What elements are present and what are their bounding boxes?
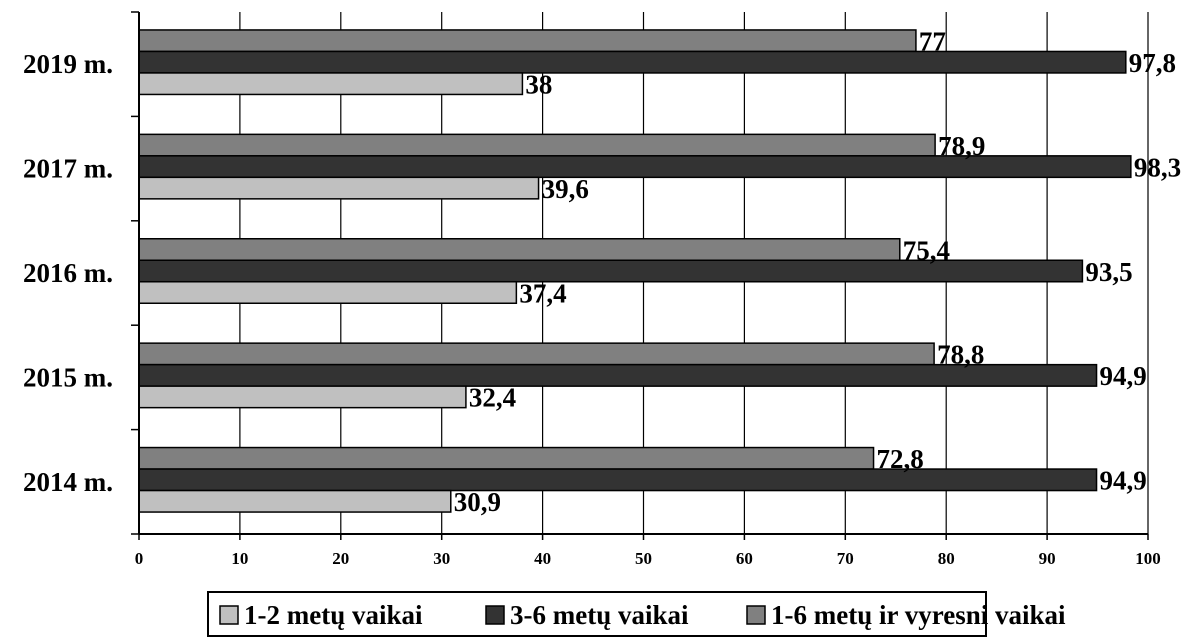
category-label: 2019 m. [23, 49, 113, 79]
x-tick-label: 30 [433, 549, 450, 568]
x-tick-label: 10 [231, 549, 248, 568]
data-label: 39,6 [542, 174, 589, 204]
x-tick-label: 20 [332, 549, 349, 568]
data-label: 37,4 [519, 278, 566, 308]
y-category-labels: 2014 m. 2015 m. 2016 m. 2017 m. 2019 m. [23, 49, 113, 497]
x-tick-labels: 0 10 20 30 40 50 60 70 80 90 100 [135, 549, 1161, 568]
x-tick-label: 80 [938, 549, 955, 568]
category-label: 2015 m. [23, 362, 113, 392]
x-tick-label: 40 [534, 549, 551, 568]
data-label: 30,9 [454, 487, 501, 517]
legend-label: 1-6 metų ir vyresni vaikai [771, 600, 1066, 630]
data-label: 94,9 [1100, 466, 1147, 496]
legend-box [207, 591, 987, 637]
data-label: 78,9 [938, 131, 985, 161]
x-tick-label: 70 [837, 549, 854, 568]
legend-swatch [219, 605, 239, 625]
bars [138, 29, 1132, 513]
data-label: 72,8 [877, 444, 924, 474]
data-label: 38 [525, 69, 552, 99]
bar [138, 133, 936, 157]
data-labels: 72,8 94,9 30,9 78,8 94,9 32,4 75,4 93,5 37,4 78,9… [454, 26, 1181, 517]
bar [138, 468, 1098, 492]
legend: 1-2 metų vaikai 3-6 metų vaikai 1-6 metų i… [207, 591, 1066, 637]
bar [138, 176, 540, 200]
x-tick-label: 0 [135, 549, 144, 568]
data-label: 75,4 [903, 235, 950, 265]
data-label: 94,9 [1100, 361, 1147, 391]
legend-label: 1-2 metų vaikai [244, 600, 423, 630]
bar [138, 385, 467, 409]
bar [138, 29, 917, 53]
bar [138, 50, 1127, 74]
legend-label: 3-6 metų vaikai [510, 600, 689, 630]
x-tick-label: 50 [635, 549, 652, 568]
bar [138, 281, 518, 304]
bar [138, 446, 875, 470]
bar [138, 489, 452, 513]
bar [138, 72, 524, 96]
legend-swatch [746, 605, 766, 625]
category-label: 2017 m. [23, 154, 113, 184]
data-label: 32,4 [469, 383, 516, 413]
category-label: 2014 m. [23, 467, 113, 497]
x-tick-label: 90 [1039, 549, 1056, 568]
data-label: 97,8 [1129, 48, 1176, 78]
bar [138, 342, 935, 366]
legend-swatch [485, 605, 505, 625]
x-tick-label: 100 [1135, 549, 1161, 568]
data-label: 78,8 [937, 340, 984, 370]
bar [138, 238, 901, 261]
data-label: 93,5 [1085, 257, 1132, 287]
axes [131, 11, 1149, 540]
data-label: 77 [919, 26, 946, 56]
data-label: 98,3 [1134, 152, 1181, 182]
category-label: 2016 m. [23, 258, 113, 288]
x-tick-label: 60 [736, 549, 753, 568]
